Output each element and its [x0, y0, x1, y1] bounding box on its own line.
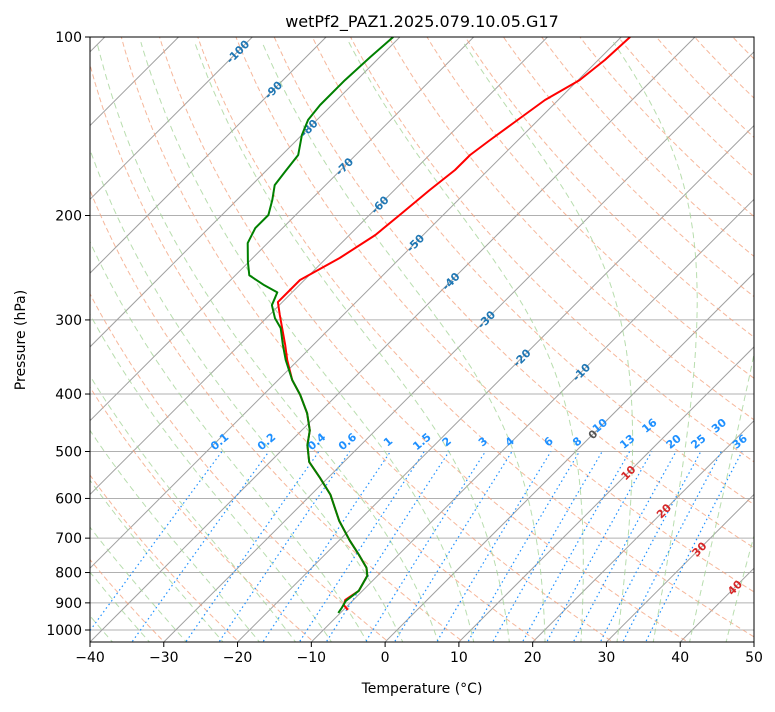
- dry-adiabat-line: [6, 34, 392, 645]
- y-tick-label: 600: [55, 491, 82, 507]
- isotherm-line: [308, 37, 775, 645]
- y-tick-label: 500: [55, 444, 82, 460]
- dry-adiabat-line: [502, 34, 775, 645]
- x-axis-label: Temperature (°C): [361, 681, 483, 697]
- chart-title: wetPf2_PAZ1.2025.079.10.05.G17: [285, 12, 559, 32]
- dry-adiabat-line: [730, 34, 775, 645]
- isotherm-line: [0, 37, 474, 645]
- moist-adiabat-line: [349, 42, 584, 644]
- mixing-ratio-line: [572, 452, 676, 646]
- moist-adiabat-line: [613, 42, 697, 644]
- x-tick-label: 0: [381, 650, 390, 666]
- mixing-ratio-line: [130, 452, 269, 646]
- x-tick-label: −20: [223, 650, 253, 666]
- x-tick-label: −10: [297, 650, 327, 666]
- moist-adiabat-line: [60, 42, 404, 644]
- mixing-ratio-line: [435, 452, 551, 646]
- mixing-ratio-line: [324, 452, 449, 646]
- y-tick-label: 900: [55, 596, 82, 612]
- mixing-ratio-label: 3: [476, 434, 490, 449]
- dry-adiabat-line: [578, 34, 775, 645]
- y-tick-label: 300: [55, 313, 82, 329]
- dry-adiabat-line: [425, 34, 775, 645]
- moist-adiabat-line: [0, 42, 225, 644]
- mixing-ratio-label: 8: [570, 434, 584, 449]
- y-tick-label: 700: [55, 531, 82, 547]
- x-tick-label: −40: [75, 650, 105, 666]
- background-lines: [0, 34, 775, 645]
- dry-adiabat-line: [311, 34, 775, 645]
- moist-adiabat-line: [97, 42, 439, 644]
- mixing-ratio-label: 2: [440, 434, 454, 449]
- mixing-ratio-label: 1: [381, 434, 395, 449]
- mixing-ratio-line: [217, 452, 350, 646]
- isotherm-line: [87, 37, 695, 645]
- isotherm-line: [161, 37, 769, 645]
- mixing-ratio-label: 36: [730, 432, 750, 452]
- mixing-ratio-label: 30: [709, 416, 729, 436]
- mixing-ratio-label: 16: [639, 416, 659, 436]
- x-tick-label: 10: [450, 650, 468, 666]
- dry-adiabat-line: [0, 34, 242, 645]
- dry-adiabat-line: [349, 34, 775, 645]
- moist-adiabat-line: [0, 42, 297, 644]
- isotherm-label: -100: [224, 37, 253, 66]
- y-axis: 100 200 300 400 500 600 700 800 900 1000: [46, 30, 90, 639]
- x-tick-label: 30: [598, 650, 616, 666]
- dry-adiabat-line: [654, 34, 775, 645]
- dry-adiabat-line: [159, 34, 693, 645]
- mixing-ratio-line: [80, 452, 223, 646]
- mixing-ratio-line: [466, 452, 579, 646]
- y-tick-label: 400: [55, 387, 82, 403]
- y-axis-label: Pressure (hPa): [13, 290, 29, 390]
- y-tick-label: 100: [55, 30, 82, 46]
- dry-adiabat-line: [768, 34, 775, 645]
- isotherm-line: [0, 37, 252, 645]
- mixing-ratio-label: 0.1: [208, 431, 231, 453]
- mixing-ratio-label: 0.2: [255, 431, 278, 453]
- moist-adiabat-line: [0, 42, 261, 644]
- y-tick-label: 1000: [46, 623, 82, 639]
- isotherm-label: -90: [262, 78, 285, 101]
- y-tick-label: 200: [55, 209, 82, 225]
- x-tick-label: 50: [745, 650, 763, 666]
- mixing-ratio-label: 4: [503, 434, 517, 449]
- isotherm-line: [0, 37, 400, 645]
- moist-adiabat-line: [726, 42, 775, 644]
- dry-adiabat-line: [0, 34, 317, 645]
- mixing-ratio-line: [599, 452, 701, 646]
- mixing-ratio-label: 13: [617, 432, 637, 452]
- isotherm-line: [751, 37, 775, 645]
- x-tick-label: 40: [671, 650, 689, 666]
- mixing-ratio-line: [364, 452, 486, 646]
- isotherm-line: [456, 37, 775, 645]
- y-tick-label: 800: [55, 566, 82, 582]
- isotherm-label: -70: [333, 155, 356, 178]
- x-tick-label: 20: [524, 650, 542, 666]
- dewpoint-profile-line: [248, 37, 394, 613]
- x-tick-label: −30: [149, 650, 179, 666]
- isotherm-line: [382, 37, 775, 645]
- x-axis: −40 −30 −20 −10 0 10 20 30 40 50: [75, 642, 763, 666]
- mixing-ratio-label: 6: [542, 434, 556, 449]
- mixing-ratio-label: 25: [688, 432, 708, 452]
- moist-adiabat-line: [28, 42, 368, 644]
